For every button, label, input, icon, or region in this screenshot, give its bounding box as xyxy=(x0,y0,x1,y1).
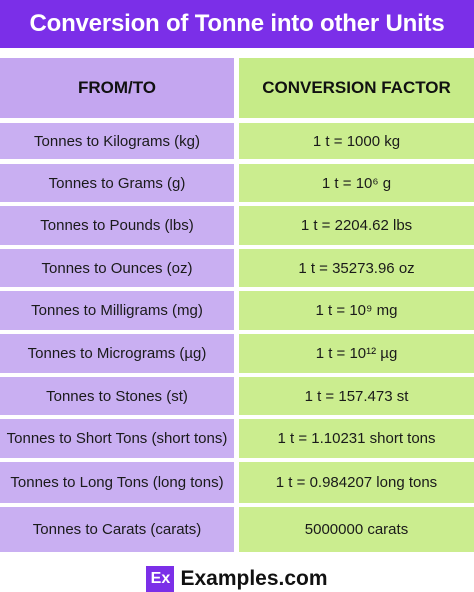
examples-logo-icon: Ex xyxy=(146,566,175,592)
factor-cell: 1 t = 0.984207 long tons xyxy=(239,462,474,503)
table-row: Tonnes to Stones (st) 1 t = 157.473 st xyxy=(0,377,474,415)
table-row: Tonnes to Carats (carats) 5000000 carats xyxy=(0,507,474,552)
table-row: Tonnes to Kilograms (kg) 1 t = 1000 kg xyxy=(0,123,474,159)
header-conversion-factor: CONVERSION FACTOR xyxy=(239,58,474,118)
from-cell: Tonnes to Grams (g) xyxy=(0,164,234,202)
from-cell: Tonnes to Long Tons (long tons) xyxy=(0,462,234,503)
from-cell: Tonnes to Micrograms (µg) xyxy=(0,334,234,373)
factor-cell: 1 t = 1.10231 short tons xyxy=(239,419,474,458)
from-cell: Tonnes to Kilograms (kg) xyxy=(0,123,234,159)
from-cell: Tonnes to Carats (carats) xyxy=(0,507,234,552)
table-row: Tonnes to Grams (g) 1 t = 10⁶ g xyxy=(0,164,474,202)
factor-cell: 5000000 carats xyxy=(239,507,474,552)
title-banner: Conversion of Tonne into other Units xyxy=(0,0,474,48)
footer-brand: Ex Examples.com xyxy=(0,566,474,592)
from-cell: Tonnes to Stones (st) xyxy=(0,377,234,415)
factor-cell: 1 t = 10⁶ g xyxy=(239,164,474,202)
from-cell: Tonnes to Pounds (lbs) xyxy=(0,206,234,245)
table-row: Tonnes to Long Tons (long tons) 1 t = 0.… xyxy=(0,462,474,503)
brand-name: Examples.com xyxy=(180,567,328,590)
table-row: Tonnes to Milligrams (mg) 1 t = 10⁹ mg xyxy=(0,291,474,330)
factor-cell: 1 t = 10⁹ mg xyxy=(239,291,474,330)
from-cell: Tonnes to Ounces (oz) xyxy=(0,249,234,287)
table-row: Tonnes to Pounds (lbs) 1 t = 2204.62 lbs xyxy=(0,206,474,245)
factor-cell: 1 t = 35273.96 oz xyxy=(239,249,474,287)
factor-cell: 1 t = 2204.62 lbs xyxy=(239,206,474,245)
table-row: Tonnes to Short Tons (short tons) 1 t = … xyxy=(0,419,474,458)
table-row: Tonnes to Ounces (oz) 1 t = 35273.96 oz xyxy=(0,249,474,287)
from-cell: Tonnes to Milligrams (mg) xyxy=(0,291,234,330)
factor-cell: 1 t = 10¹² µg xyxy=(239,334,474,373)
table-row: Tonnes to Micrograms (µg) 1 t = 10¹² µg xyxy=(0,334,474,373)
page-title: Conversion of Tonne into other Units xyxy=(29,10,445,37)
factor-cell: 1 t = 1000 kg xyxy=(239,123,474,159)
header-from-to: FROM/TO xyxy=(0,58,234,118)
table-header-row: FROM/TO CONVERSION FACTOR xyxy=(0,58,474,118)
from-cell: Tonnes to Short Tons (short tons) xyxy=(0,419,234,458)
factor-cell: 1 t = 157.473 st xyxy=(239,377,474,415)
